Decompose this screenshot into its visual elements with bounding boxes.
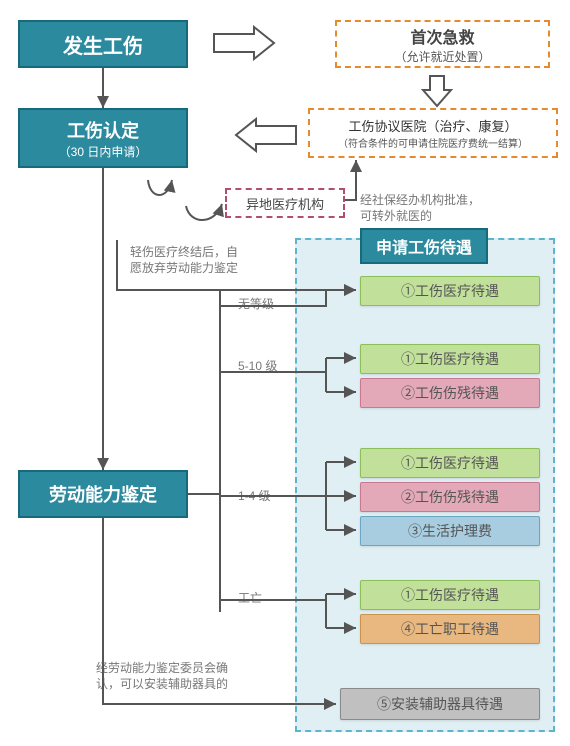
arrows-layer xyxy=(0,0,570,746)
